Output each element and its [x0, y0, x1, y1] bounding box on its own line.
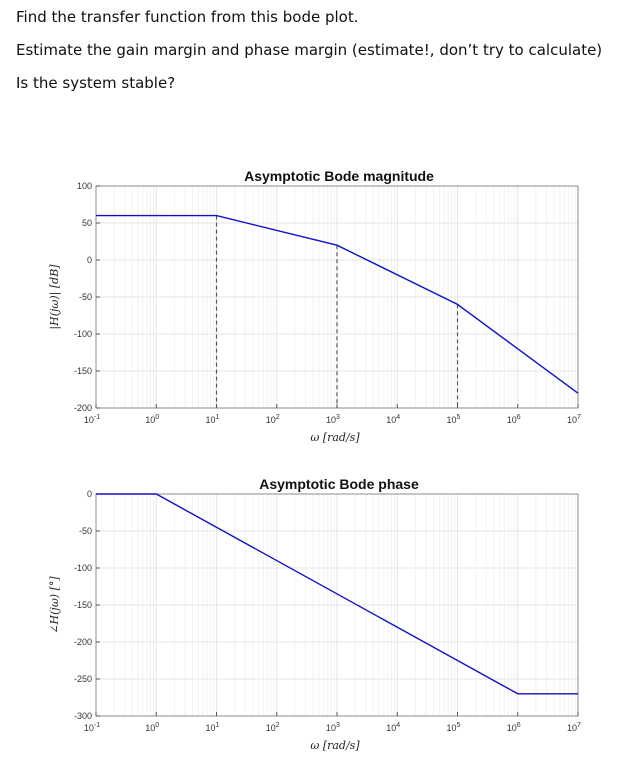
x-tick-label: 10-1: [84, 722, 100, 733]
x-tick-label: 104: [386, 722, 400, 733]
x-tick-label: 103: [326, 414, 340, 425]
y-tick-label: -100: [74, 329, 92, 339]
x-tick-label: 105: [447, 414, 461, 425]
y-tick-label: 0: [87, 255, 92, 265]
y-tick-label: -200: [74, 637, 92, 647]
chart-title: Asymptotic Bode phase: [259, 476, 419, 492]
series-line: [96, 493, 578, 695]
chart-title: Asymptotic Bode magnitude: [244, 168, 434, 184]
y-tick-label: -300: [74, 711, 92, 721]
y-axis-label: |H(jω)| [dB]: [48, 264, 62, 330]
x-tick-label: 107: [567, 414, 581, 425]
y-tick-label: 100: [77, 181, 92, 191]
x-tick-label: 100: [145, 414, 159, 425]
x-tick-label: 101: [206, 722, 220, 733]
y-tick-label: -50: [79, 292, 92, 302]
x-tick-label: 10-1: [84, 414, 100, 425]
x-tick-label: 102: [266, 414, 280, 425]
x-tick-label: 107: [567, 722, 581, 733]
y-tick-label: 50: [82, 218, 92, 228]
question-2: Estimate the gain margin and phase margi…: [16, 41, 603, 59]
y-tick-label: -200: [74, 403, 92, 413]
x-tick-label: 100: [145, 722, 159, 733]
y-axis-label: ∠H(jω) [°]: [48, 576, 61, 634]
x-tick-label: 106: [507, 414, 521, 425]
question-1: Find the transfer function from this bod…: [16, 8, 359, 26]
x-tick-label: 105: [447, 722, 461, 733]
y-tick-label: -250: [74, 674, 92, 684]
x-tick-label: 103: [326, 722, 340, 733]
question-3: Is the system stable?: [16, 74, 176, 92]
y-tick-label: -150: [74, 600, 92, 610]
series-line: [96, 214, 579, 394]
x-tick-label: 106: [507, 722, 521, 733]
y-tick-label: -50: [79, 526, 92, 536]
y-tick-label: -150: [74, 366, 92, 376]
y-tick-label: -100: [74, 563, 92, 573]
x-tick-label: 104: [386, 414, 400, 425]
x-tick-label: 101: [206, 414, 220, 425]
y-tick-label: 0: [87, 489, 92, 499]
x-axis-label: ω [rad/s]: [310, 431, 360, 444]
x-axis-label: ω [rad/s]: [310, 739, 360, 752]
x-tick-label: 102: [266, 722, 280, 733]
